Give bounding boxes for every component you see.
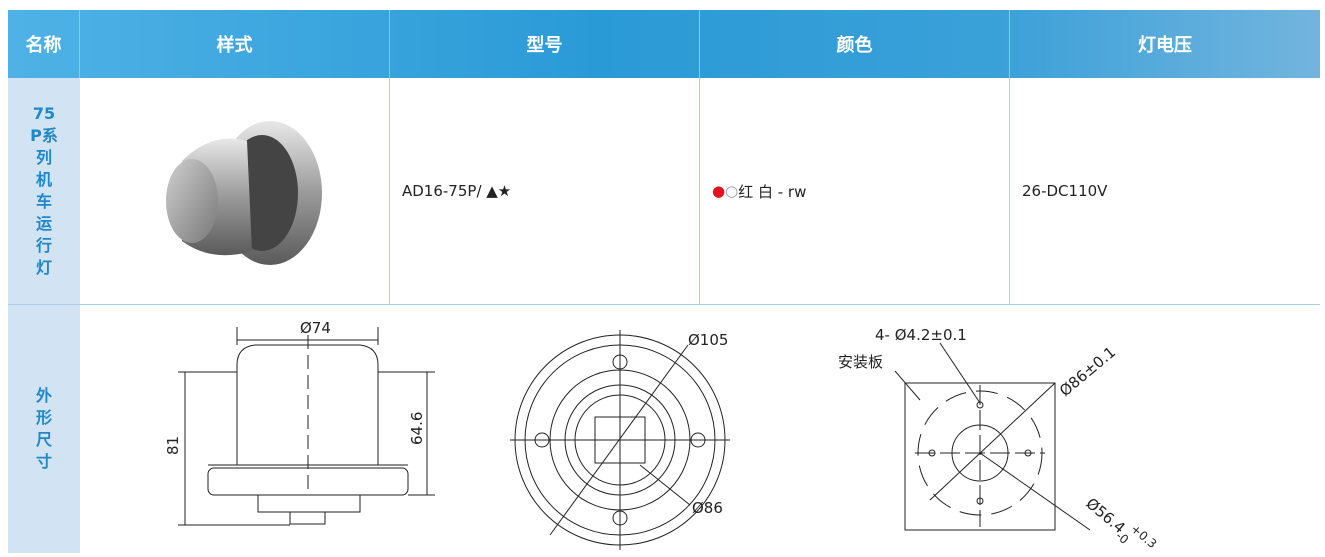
header-cell: 型号 — [390, 10, 700, 78]
table-header — [8, 10, 1320, 78]
dimension-drawings: Ø74 81 64.6 Ø105 Ø86 4- Ø4.2±0.1 安装板 Ø86… — [164, 319, 1159, 551]
image-cell — [80, 78, 390, 305]
color-text: 红 白 - rw — [738, 182, 807, 201]
product-image — [166, 121, 322, 265]
dim-label: Ø74 — [300, 319, 331, 337]
header-cell: 名称 — [8, 10, 80, 78]
red-dot: ● — [712, 182, 726, 200]
color-cell: ● ○ 红 白 - rw — [700, 78, 1010, 305]
dim-label: Ø86±0.1 — [1056, 343, 1119, 400]
dim-label: 4- Ø4.2±0.1 — [875, 326, 967, 344]
dim-tolerance: +0.3 — [1128, 522, 1159, 551]
row-label-text: 外形尺寸 — [35, 386, 52, 471]
row-label: 75P系列机车运行灯 — [8, 78, 80, 305]
dim-label: 安装板 — [838, 353, 883, 371]
model-cell: AD16-75P/ ▲★ — [390, 78, 700, 305]
dim-label: Ø105 — [688, 331, 728, 349]
dim-label: 64.6 — [408, 412, 426, 445]
row-label-text: 75P系列机车运行灯 — [30, 104, 58, 277]
header-cell: 灯电压 — [1138, 35, 1192, 56]
header-cell: 样式 — [80, 10, 390, 78]
voltage-cell: 26-DC110V — [1010, 78, 1320, 305]
header-cell: 颜色 — [700, 10, 1010, 78]
white-dot: ○ — [725, 182, 739, 200]
row-label: 外形尺寸 — [8, 305, 80, 553]
dim-label: 81 — [164, 436, 182, 455]
dim-label: Ø86 — [692, 499, 723, 517]
